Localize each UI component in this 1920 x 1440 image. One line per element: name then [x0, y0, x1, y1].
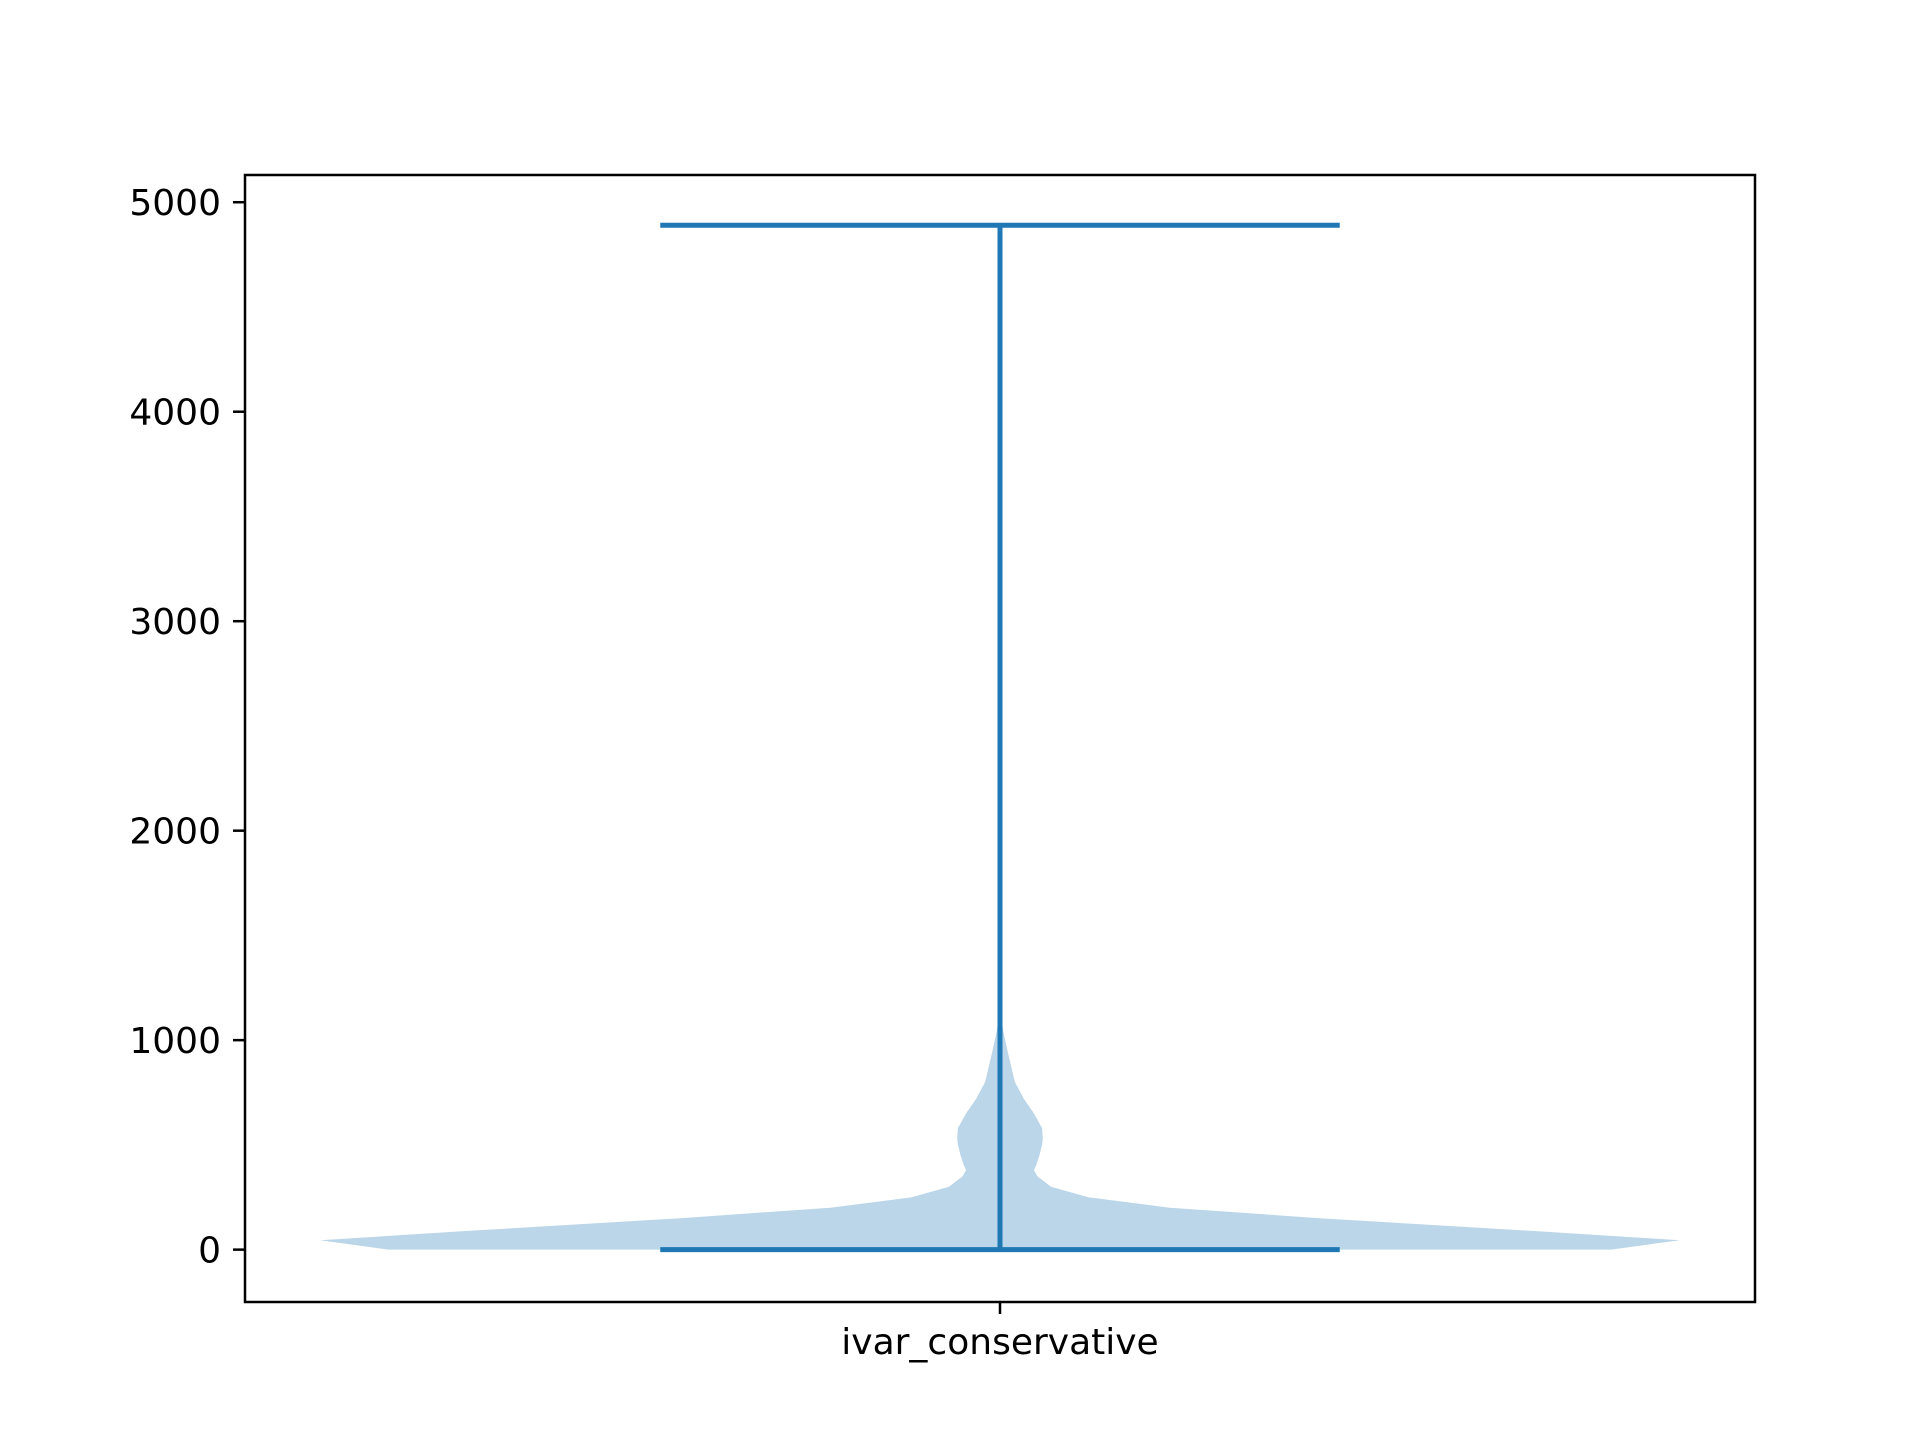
y-tick-label: 0 — [198, 1231, 221, 1272]
y-tick-label: 3000 — [129, 602, 221, 643]
y-tick-label: 1000 — [129, 1021, 221, 1062]
y-axis: 0 1000 2000 3000 4000 5000 — [129, 183, 245, 1272]
y-tick-label: 2000 — [129, 812, 221, 853]
y-tick-label: 5000 — [129, 183, 221, 224]
y-tick-label: 4000 — [129, 393, 221, 434]
axes-frame — [243, 173, 1757, 1304]
x-axis: ivar_conservative — [841, 1302, 1159, 1363]
violin-layer — [320, 222, 1680, 1253]
x-tick-label: ivar_conservative — [841, 1322, 1158, 1363]
